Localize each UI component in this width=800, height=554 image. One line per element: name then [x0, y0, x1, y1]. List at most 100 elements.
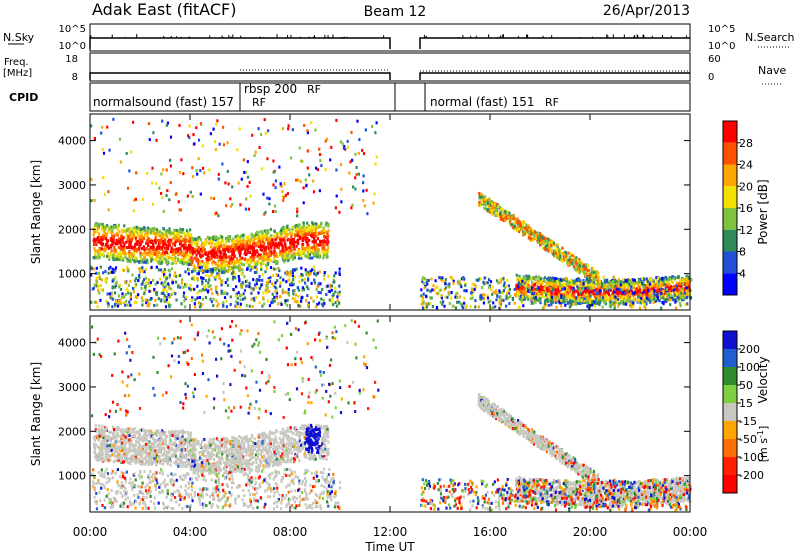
heatmap-cell	[169, 164, 172, 168]
heatmap-cell	[288, 228, 291, 232]
heatmap-cell	[102, 253, 105, 257]
heatmap-cell	[233, 273, 236, 276]
heatmap-cell	[289, 231, 292, 235]
heatmap-cell	[248, 282, 251, 285]
heatmap-cell	[546, 299, 549, 303]
heatmap-cell	[147, 278, 150, 282]
heatmap-cell	[678, 296, 681, 300]
heatmap-cell	[543, 276, 546, 280]
heatmap-cell	[299, 252, 302, 256]
heatmap-cell	[293, 275, 297, 279]
heatmap-cell	[281, 244, 284, 248]
heatmap-cell	[165, 277, 168, 281]
heatmap-cell	[122, 230, 125, 234]
heatmap-cell	[587, 291, 590, 295]
heatmap-cell	[218, 258, 221, 262]
heatmap-cell	[197, 237, 200, 241]
heatmap-cell	[324, 168, 327, 172]
heatmap-cell	[135, 277, 138, 280]
heatmap-cell	[189, 233, 192, 237]
heatmap-cell	[106, 226, 109, 230]
heatmap-cell	[117, 257, 120, 261]
heatmap-cell	[318, 270, 321, 274]
heatmap-cell	[119, 251, 122, 255]
heatmap-cell	[555, 291, 558, 295]
heatmap-cell	[307, 277, 310, 281]
heatmap-cell	[170, 246, 173, 250]
heatmap-cell	[661, 288, 664, 292]
heatmap-cell	[110, 249, 113, 253]
heatmap-cell	[182, 256, 185, 260]
heatmap-cell	[117, 223, 120, 227]
heatmap-cell	[131, 247, 134, 251]
heatmap-cell	[187, 134, 190, 138]
heatmap-cell	[170, 267, 174, 271]
heatmap-cell	[246, 267, 249, 271]
heatmap-cell	[119, 287, 123, 291]
heatmap-cell	[320, 302, 324, 306]
heatmap-cell	[284, 232, 287, 236]
heatmap-cell	[303, 226, 307, 230]
heatmap-cell	[280, 184, 283, 188]
heatmap-cell	[179, 251, 182, 255]
heatmap-cell	[165, 123, 169, 127]
heatmap-cell	[92, 255, 95, 259]
heatmap-cell	[131, 232, 134, 235]
heatmap-cell	[301, 286, 305, 290]
heatmap-cell	[148, 289, 151, 293]
heatmap-cell	[277, 302, 280, 306]
heatmap-cell	[578, 301, 581, 305]
heatmap-cell	[139, 270, 142, 274]
heatmap-cell	[240, 245, 243, 248]
heatmap-cell	[134, 279, 137, 283]
heatmap-cell	[294, 299, 297, 303]
heatmap-cell	[303, 247, 307, 250]
heatmap-cell	[536, 287, 539, 291]
heatmap-cell	[182, 258, 185, 262]
heatmap-cell	[208, 241, 211, 245]
heatmap-cell	[124, 280, 127, 284]
heatmap-cell	[205, 273, 208, 277]
heatmap-cell	[165, 168, 168, 172]
heatmap-cell	[312, 190, 316, 194]
heatmap-cell	[107, 208, 110, 212]
heatmap-cell	[559, 287, 562, 291]
heatmap-cell	[246, 279, 249, 283]
heatmap-cell	[591, 272, 594, 276]
heatmap-cell	[95, 271, 98, 275]
heatmap-cell	[654, 299, 657, 303]
heatmap-cell	[611, 301, 614, 305]
heatmap-cell	[134, 257, 137, 261]
heatmap-cell	[569, 252, 572, 256]
heatmap-cell	[307, 301, 310, 305]
heatmap-cell	[213, 276, 216, 280]
heatmap-cell	[102, 151, 106, 155]
heatmap-cell	[595, 287, 598, 291]
heatmap-cell	[134, 242, 137, 246]
heatmap-cell	[113, 226, 116, 230]
heatmap-cell	[533, 277, 536, 281]
heatmap-cell	[273, 299, 276, 303]
heatmap-cell	[133, 245, 136, 249]
heatmap-cell	[140, 235, 143, 239]
heatmap-cell	[298, 146, 301, 150]
heatmap-cell	[110, 245, 113, 249]
heatmap-cell	[284, 242, 287, 246]
heatmap-cell	[520, 291, 524, 295]
heatmap-cell	[656, 284, 659, 288]
heatmap-cell	[557, 285, 560, 289]
heatmap-cell	[549, 295, 552, 299]
heatmap-cell	[221, 279, 224, 283]
heatmap-cell	[295, 224, 299, 228]
heatmap-cell	[262, 237, 265, 241]
heatmap-cell	[556, 282, 559, 286]
heatmap-cell	[290, 249, 293, 253]
heatmap-cell	[296, 252, 299, 256]
heatmap-cell	[253, 242, 256, 246]
heatmap-cell	[217, 259, 220, 263]
heatmap-cell	[128, 230, 131, 234]
heatmap-cell	[250, 291, 253, 295]
heatmap-cell	[305, 184, 308, 188]
heatmap-cell	[105, 299, 108, 303]
heatmap-cell	[92, 233, 95, 237]
